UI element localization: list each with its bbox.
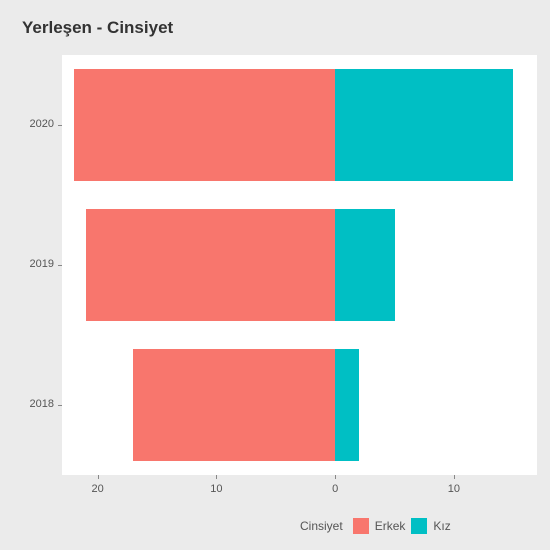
bar-row [62, 69, 537, 181]
bar-kiz [335, 349, 359, 461]
x-tick-mark [335, 475, 336, 479]
x-tick-label: 0 [332, 483, 338, 495]
bar-erkek [133, 349, 335, 461]
legend-label-kiz: Kız [433, 519, 450, 533]
legend-swatch-erkek [353, 518, 369, 534]
chart-title: Yerleşen - Cinsiyet [22, 18, 173, 38]
y-tick-label: 2019 [14, 258, 54, 270]
x-tick-label: 10 [210, 483, 222, 495]
x-tick-mark [216, 475, 217, 479]
plot-area [62, 55, 537, 475]
y-tick-label: 2020 [14, 118, 54, 130]
y-tick-mark [58, 125, 62, 126]
bar-kiz [335, 69, 513, 181]
y-tick-label: 2018 [14, 398, 54, 410]
x-tick-mark [454, 475, 455, 479]
legend-swatch-kiz [411, 518, 427, 534]
x-tick-label: 10 [448, 483, 460, 495]
bar-erkek [74, 69, 335, 181]
x-tick-label: 20 [92, 483, 104, 495]
y-tick-mark [58, 405, 62, 406]
bar-row [62, 209, 537, 321]
legend: Cinsiyet Erkek Kız [300, 518, 451, 534]
y-tick-mark [58, 265, 62, 266]
legend-title: Cinsiyet [300, 519, 343, 533]
bar-row [62, 349, 537, 461]
bar-erkek [86, 209, 335, 321]
x-tick-mark [98, 475, 99, 479]
bar-kiz [335, 209, 394, 321]
legend-label-erkek: Erkek [375, 519, 406, 533]
